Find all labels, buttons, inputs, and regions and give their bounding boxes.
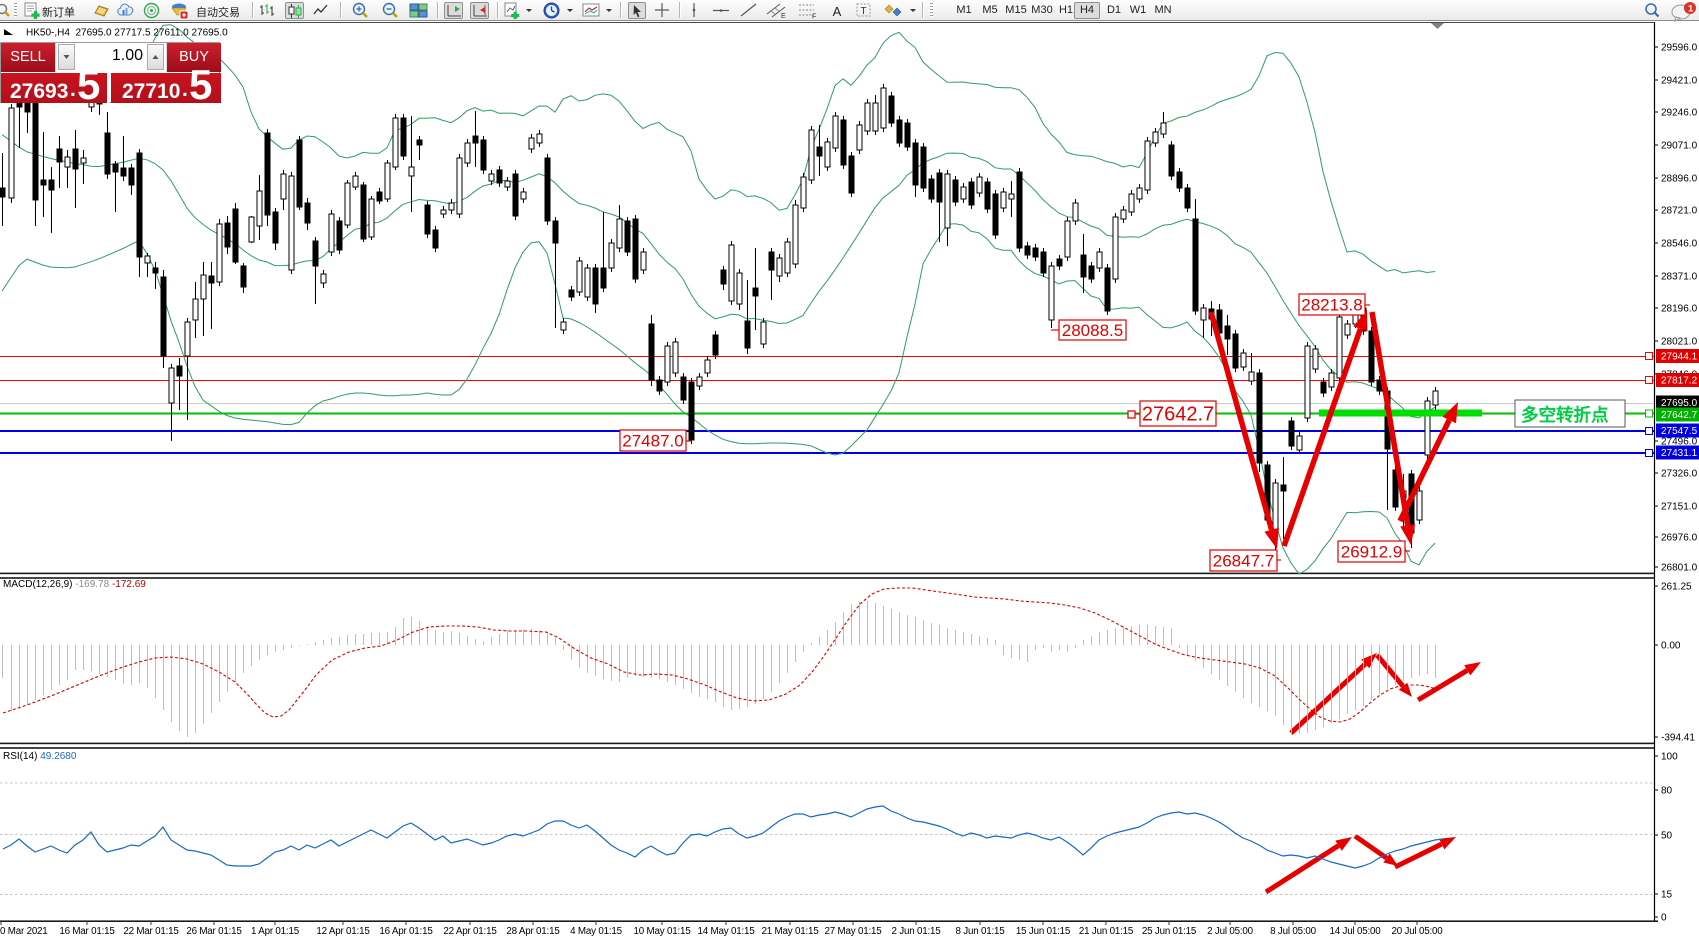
svg-text:26 Mar 01:15: 26 Mar 01:15 bbox=[186, 926, 242, 937]
svg-text:HK50-,H4 27695.0 27717.5 2761: HK50-,H4 27695.0 27717.5 27611.0 27695.0 bbox=[26, 28, 228, 39]
svg-text:26976.0: 26976.0 bbox=[1661, 533, 1698, 544]
svg-text:8 Jun 01:15: 8 Jun 01:15 bbox=[955, 926, 1005, 937]
svg-text:27817.2: 27817.2 bbox=[1661, 376, 1698, 387]
svg-text:22 Mar 01:15: 22 Mar 01:15 bbox=[123, 926, 179, 937]
svg-text:21 May 01:15: 21 May 01:15 bbox=[762, 926, 820, 937]
svg-text:8 Jul 05:00: 8 Jul 05:00 bbox=[1270, 926, 1316, 937]
svg-text:RSI(14) 49.2680: RSI(14) 49.2680 bbox=[3, 751, 77, 762]
svg-text:12 Apr 01:15: 12 Apr 01:15 bbox=[316, 926, 370, 937]
svg-text:28721.0: 28721.0 bbox=[1661, 206, 1698, 217]
svg-text:2 Jul 05:00: 2 Jul 05:00 bbox=[1207, 926, 1253, 937]
svg-text:28021.0: 28021.0 bbox=[1661, 337, 1698, 348]
svg-text:26912.9: 26912.9 bbox=[1341, 543, 1402, 562]
svg-text:27496.0: 27496.0 bbox=[1661, 437, 1698, 448]
svg-text:28896.0: 28896.0 bbox=[1661, 174, 1698, 185]
svg-text:29071.0: 29071.0 bbox=[1661, 141, 1698, 152]
svg-text:0.00: 0.00 bbox=[1661, 641, 1681, 652]
svg-text:28196.0: 28196.0 bbox=[1661, 304, 1698, 315]
svg-text:F: F bbox=[812, 14, 816, 20]
svg-text:28546.0: 28546.0 bbox=[1661, 239, 1698, 250]
svg-text:20 Jul 05:00: 20 Jul 05:00 bbox=[1392, 926, 1444, 937]
svg-text:1: 1 bbox=[1688, 4, 1694, 15]
svg-text:4 May 01:15: 4 May 01:15 bbox=[570, 926, 622, 937]
svg-text:22 Apr 01:15: 22 Apr 01:15 bbox=[443, 926, 497, 937]
svg-text:MACD(12,26,9) -169.78 -172.69: MACD(12,26,9) -169.78 -172.69 bbox=[3, 579, 146, 590]
svg-text:28213.8: 28213.8 bbox=[1301, 296, 1362, 315]
svg-text:15: 15 bbox=[1661, 890, 1673, 901]
svg-text:80: 80 bbox=[1661, 786, 1673, 797]
svg-text:26801.0: 26801.0 bbox=[1661, 563, 1698, 574]
svg-text:27944.1: 27944.1 bbox=[1661, 352, 1698, 363]
svg-text:50: 50 bbox=[1661, 831, 1673, 842]
svg-text:16 Mar 01:15: 16 Mar 01:15 bbox=[59, 926, 115, 937]
svg-text:0: 0 bbox=[1661, 913, 1667, 924]
svg-text:28 Apr 01:15: 28 Apr 01:15 bbox=[506, 926, 560, 937]
svg-text:100: 100 bbox=[1661, 752, 1678, 763]
svg-text:27547.5: 27547.5 bbox=[1661, 426, 1698, 437]
svg-text:27642.7: 27642.7 bbox=[1142, 404, 1214, 426]
svg-text:25 Jun 01:15: 25 Jun 01:15 bbox=[1142, 926, 1197, 937]
svg-text:27431.1: 27431.1 bbox=[1661, 448, 1698, 459]
svg-text:27487.0: 27487.0 bbox=[622, 432, 683, 451]
svg-text:-394.41: -394.41 bbox=[1661, 733, 1695, 744]
svg-text:28371.0: 28371.0 bbox=[1661, 272, 1698, 283]
svg-text:27695.0: 27695.0 bbox=[1661, 398, 1698, 409]
svg-text:27151.0: 27151.0 bbox=[1661, 502, 1698, 513]
svg-text:E: E bbox=[781, 13, 786, 19]
svg-text:26847.7: 26847.7 bbox=[1213, 552, 1274, 571]
svg-text:21 Jun 01:15: 21 Jun 01:15 bbox=[1079, 926, 1134, 937]
svg-text:28088.5: 28088.5 bbox=[1062, 321, 1123, 340]
svg-text:14 Jul 05:00: 14 Jul 05:00 bbox=[1330, 926, 1382, 937]
svg-text:2 Jun 01:15: 2 Jun 01:15 bbox=[891, 926, 941, 937]
svg-text:1 Apr 01:15: 1 Apr 01:15 bbox=[251, 926, 300, 937]
svg-text:0 Mar 2021: 0 Mar 2021 bbox=[0, 926, 48, 937]
svg-text:27326.0: 27326.0 bbox=[1661, 469, 1698, 480]
svg-text:T: T bbox=[861, 6, 867, 17]
svg-text:16 Apr 01:15: 16 Apr 01:15 bbox=[379, 926, 433, 937]
svg-text:29421.0: 29421.0 bbox=[1661, 76, 1698, 87]
svg-text:10 May 01:15: 10 May 01:15 bbox=[634, 926, 692, 937]
svg-text:29246.0: 29246.0 bbox=[1661, 108, 1698, 119]
svg-text:14 May 01:15: 14 May 01:15 bbox=[698, 926, 756, 937]
svg-text:261.25: 261.25 bbox=[1661, 582, 1692, 593]
svg-text:27 May 01:15: 27 May 01:15 bbox=[825, 926, 883, 937]
svg-text:27642.7: 27642.7 bbox=[1661, 410, 1698, 421]
svg-text:29596.0: 29596.0 bbox=[1661, 43, 1698, 54]
svg-text:多空转折点: 多空转折点 bbox=[1521, 405, 1609, 425]
svg-text:15 Jun 01:15: 15 Jun 01:15 bbox=[1016, 926, 1071, 937]
